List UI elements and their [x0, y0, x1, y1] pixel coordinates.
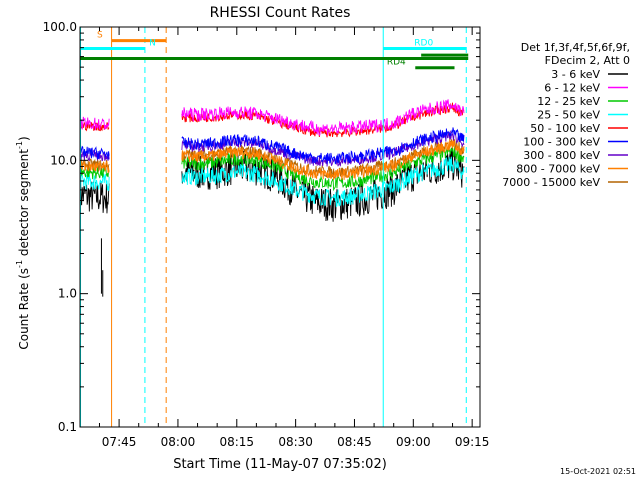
series-6-segment-pre	[79, 145, 110, 160]
y-tick-label-4: 100.0	[43, 20, 77, 34]
legend-label-2: 6 - 12 keV	[544, 82, 600, 95]
series-2-segment-pre	[79, 116, 110, 131]
y-tick-label-2: 1.0	[58, 287, 77, 301]
axes: 0.1 1.0 10.0 100.0 07:45 08:00 08:15 08:30 08:45…	[43, 20, 490, 449]
plot-frame	[79, 26, 481, 428]
legend-label-3: 12 - 25 keV	[537, 95, 600, 108]
legend-label-9: 7000 - 15000 keV	[502, 176, 600, 189]
flag-label-rd4: RD4	[387, 58, 406, 68]
x-tick-label-7: 09:15	[455, 435, 490, 449]
legend-label-1: 3 - 6 keV	[551, 68, 600, 81]
legend-header-line-1: Det 1f,3f,4f,5f,6f,9f,	[521, 41, 630, 54]
legend-label-5: 50 - 100 keV	[530, 122, 600, 135]
series-8-segment-pre	[79, 160, 110, 174]
flag-label-s: S	[97, 31, 103, 41]
legend: Det 1f,3f,4f,5f,6f,9f, FDecim 2, Att 0 3…	[502, 41, 630, 189]
x-tick-label-4: 08:30	[278, 435, 313, 449]
series-3-segment-main	[181, 144, 465, 192]
plot-data	[79, 99, 465, 297]
legend-label-4: 25 - 50 keV	[537, 109, 600, 122]
legend-header-line-2: FDecim 2, Att 0	[545, 54, 630, 67]
x-tick-label-3: 08:15	[219, 435, 254, 449]
plot-overlays: S N RD0 RD4	[80, 27, 469, 427]
footer-timestamp: 15-Oct-2021 02:51	[560, 467, 636, 476]
chart-title: RHESSI Count Rates	[210, 5, 351, 21]
series-2-segment-main	[181, 99, 465, 136]
legend-label-7: 300 - 800 keV	[523, 149, 600, 162]
legend-label-6: 100 - 300 keV	[523, 136, 600, 149]
y-tick-label-3: 10.0	[50, 153, 77, 167]
flag-label-n: N	[149, 38, 156, 48]
y-axis-label: Count Rate (s-1 detector segment-1)	[15, 136, 31, 349]
flag-label-rd0: RD0	[414, 38, 433, 48]
series-6-segment-main	[181, 127, 465, 165]
x-tick-label-6: 09:00	[396, 435, 431, 449]
legend-label-8: 800 - 7000 keV	[516, 163, 600, 176]
x-tick-label-1: 07:45	[102, 435, 137, 449]
series-3-segment-pre	[79, 165, 110, 180]
series-1-segment-pre	[79, 180, 110, 214]
x-tick-label-2: 08:00	[161, 435, 196, 449]
x-axis-label: Start Time (11-May-07 07:35:02)	[173, 457, 387, 472]
y-tick-label-1: 0.1	[58, 420, 77, 434]
series-8-segment-main	[181, 139, 465, 181]
series-4-segment-pre	[79, 172, 110, 191]
series-4-segment-main	[181, 156, 465, 208]
x-tick-label-5: 08:45	[337, 435, 372, 449]
